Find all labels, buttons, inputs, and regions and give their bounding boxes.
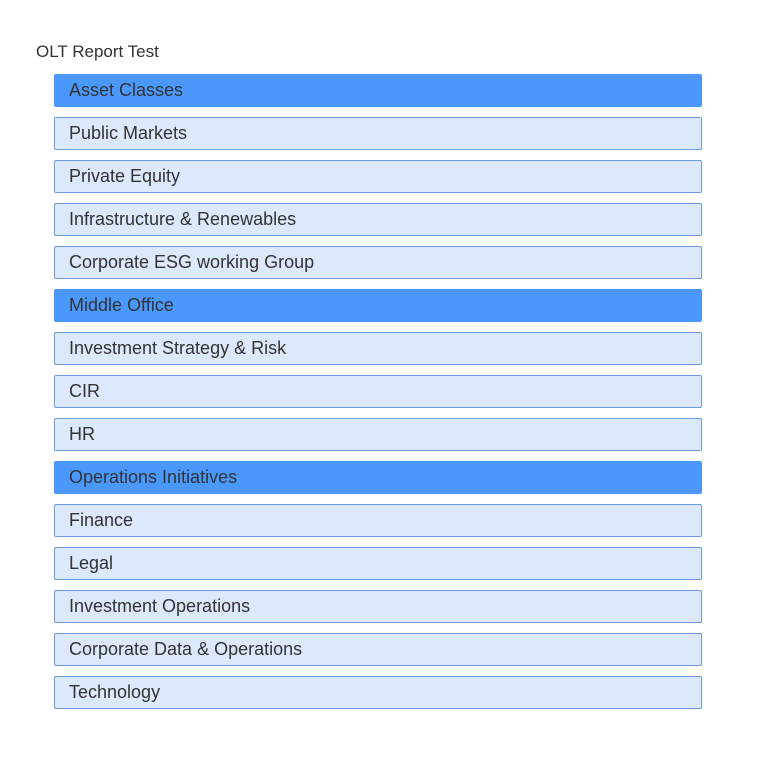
group-header[interactable]: Operations Initiatives (54, 461, 702, 494)
report-list: Asset Classes Public Markets Private Equit… (54, 74, 702, 719)
list-item[interactable]: Infrastructure & Renewables (54, 203, 702, 236)
list-item[interactable]: Investment Operations (54, 590, 702, 623)
page-title: OLT Report Test (36, 42, 159, 61)
list-item[interactable]: Private Equity (54, 160, 702, 193)
group-header[interactable]: Asset Classes (54, 74, 702, 107)
list-item[interactable]: Legal (54, 547, 702, 580)
list-item[interactable]: Finance (54, 504, 702, 537)
group-header[interactable]: Middle Office (54, 289, 702, 322)
list-item[interactable]: Corporate Data & Operations (54, 633, 702, 666)
list-item[interactable]: CIR (54, 375, 702, 408)
list-item[interactable]: Investment Strategy & Risk (54, 332, 702, 365)
list-item[interactable]: Public Markets (54, 117, 702, 150)
list-item[interactable]: Technology (54, 676, 702, 709)
list-item[interactable]: Corporate ESG working Group (54, 246, 702, 279)
list-item[interactable]: HR (54, 418, 702, 451)
